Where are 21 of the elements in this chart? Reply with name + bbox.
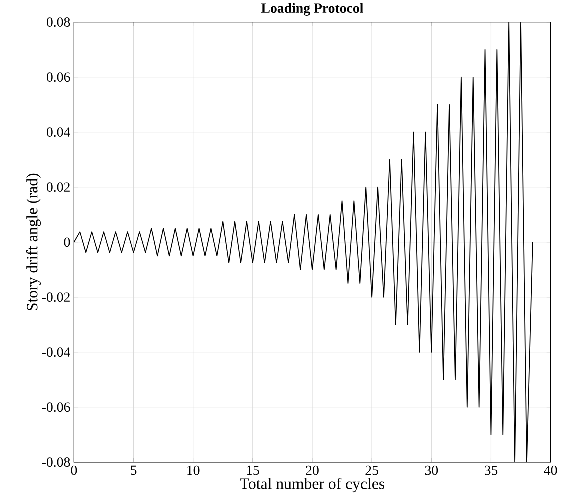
y-tick-label: 0.06 [46, 72, 70, 82]
y-tick-label: -0.02 [42, 292, 70, 302]
y-axis-title: Story drift angle (rad) [26, 174, 42, 311]
x-tick-label: 25 [366, 466, 378, 476]
y-tick-label: 0.08 [46, 18, 70, 28]
x-tick-label: 5 [131, 466, 137, 476]
y-tick-label: 0 [64, 238, 70, 248]
y-tick-label: -0.08 [42, 458, 70, 468]
x-tick-label: 10 [188, 466, 200, 476]
x-tick-label: 15 [247, 466, 260, 476]
x-axis-title: Total number of cycles [240, 478, 385, 493]
x-tick-label: 20 [306, 466, 319, 476]
x-tick-label: 0 [71, 466, 78, 476]
x-tick-label: 30 [425, 466, 438, 476]
y-tick-label: 0.04 [46, 128, 70, 138]
chart-title: Loading Protocol [262, 3, 364, 16]
y-tick-label: 0.02 [46, 182, 70, 192]
y-tick-label: -0.04 [42, 348, 70, 358]
y-tick-label: -0.06 [42, 402, 70, 412]
x-tick-label: 40 [544, 466, 558, 476]
x-tick-label: 35 [484, 466, 498, 476]
